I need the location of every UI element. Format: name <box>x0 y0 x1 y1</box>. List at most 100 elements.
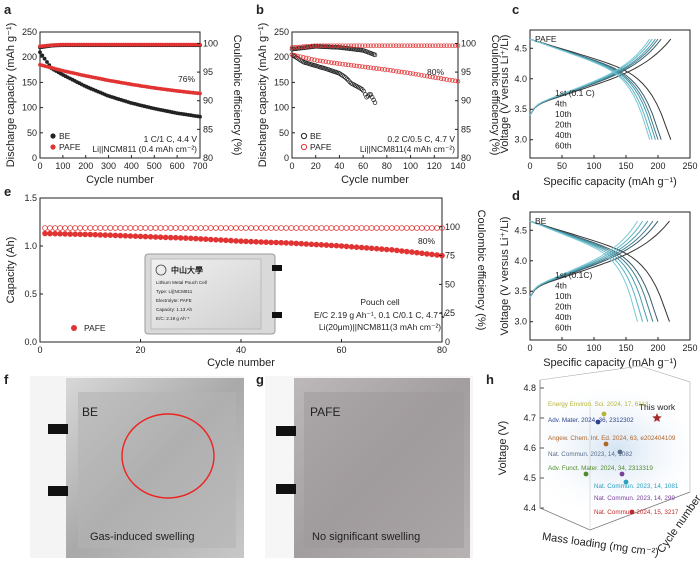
e-capacity-point <box>388 247 395 253</box>
e-ce-point <box>363 225 370 231</box>
b-be-ce-point <box>324 44 330 50</box>
b-pafe-ce-point <box>348 43 354 48</box>
panel-g-tab-top <box>276 426 296 436</box>
b-pafe-ce-point <box>343 43 348 48</box>
e-ce-point <box>403 225 410 231</box>
e-capacity-point <box>378 246 385 252</box>
e-capacity-point <box>82 231 88 238</box>
e-capacity-point <box>429 251 435 258</box>
e-ce-point <box>157 225 164 231</box>
panel-c-ylabel: Voltage (V versus Li⁺/Li) <box>499 35 511 154</box>
panel-e: e 0 20 40 60 80 0.0 0.5 1.0 1.5 0 25 50 75 100 Cycl… <box>4 184 487 369</box>
b-pafe-ce-point <box>388 43 393 48</box>
b-right-ytick-label: 95 <box>461 67 471 77</box>
d-ytick-label: 3.0 <box>514 317 527 327</box>
b-pafe-capacity-point <box>441 76 447 82</box>
e-left-ytick-label: 1.0 <box>24 241 37 251</box>
panel-a-legend-pafe-marker <box>50 144 56 150</box>
panel-c-tag: PAFE <box>535 34 557 44</box>
d-xtick-label: 150 <box>618 343 633 353</box>
panel-c-frame <box>529 29 691 159</box>
panel-b-legend-pafe: PAFE <box>310 142 332 152</box>
d-discharge-curve <box>529 220 670 322</box>
e-capacity-point <box>343 243 350 250</box>
b-left-ytick-label: 250 <box>274 27 289 37</box>
panel-e-yticks-left: 0.0 0.5 1.0 1.5 <box>24 193 43 347</box>
b-pafe-ce-point <box>326 43 331 48</box>
b-pafe-capacity-point <box>309 57 314 62</box>
b-pafe-ce-point <box>334 43 340 48</box>
h-ytick-label: 4.5 <box>523 473 536 483</box>
panel-h-axes-back <box>539 365 691 492</box>
panel-b-plot <box>289 43 461 105</box>
h-ref-point <box>617 449 623 455</box>
c-charge-curve <box>529 38 656 116</box>
b-pafe-capacity-point <box>340 61 345 67</box>
e-ce-point <box>218 225 224 231</box>
d-charge-curve <box>529 220 670 298</box>
b-pafe-capacity-point <box>455 79 461 84</box>
b-pafe-capacity-point <box>337 61 343 67</box>
b-pafe-ce-point <box>399 43 404 48</box>
b-pafe-ce-point <box>416 43 421 48</box>
e-left-ytick-label: 0.5 <box>24 289 37 299</box>
panel-e-yticks-right: 0 25 50 75 100 <box>439 222 460 347</box>
a-right-ytick-label: 95 <box>203 67 213 77</box>
e-capacity-point <box>203 236 209 243</box>
b-pafe-capacity-point <box>421 73 427 78</box>
b-be-ce-point <box>358 47 364 53</box>
c-charge-curve <box>529 38 672 116</box>
e-capacity-point <box>137 233 144 240</box>
d-legend-label: 4th <box>555 281 567 291</box>
e-capacity-point <box>198 236 204 242</box>
b-be-ce-point <box>327 44 333 50</box>
h-ref-point <box>623 479 629 485</box>
h-this-work-star <box>652 413 662 422</box>
e-capacity-point <box>67 231 73 237</box>
b-pafe-capacity-point <box>343 62 348 67</box>
panel-e-cell-title: Pouch cell <box>360 297 399 307</box>
e-capacity-point <box>162 234 169 241</box>
b-be-capacity-point <box>343 75 348 80</box>
b-pafe-ce-point <box>402 43 407 48</box>
e-capacity-point <box>62 231 68 237</box>
e-capacity-point <box>303 241 310 247</box>
e-ce-point <box>288 225 295 231</box>
e-ce-point <box>177 225 184 231</box>
panel-a-plot <box>38 42 202 119</box>
e-capacity-point <box>72 231 78 238</box>
e-capacity-point <box>268 239 274 246</box>
b-pafe-capacity-point <box>326 59 331 65</box>
panel-e-retention: 80% <box>418 236 435 246</box>
b-pafe-capacity-point <box>430 74 435 80</box>
e-ce-point <box>298 225 305 231</box>
e-capacity-point <box>263 239 269 246</box>
panel-e-ylabel-right: Coulombic efficiency (%) <box>475 210 487 331</box>
e-capacity-point <box>313 241 320 248</box>
panel-a-xticks: 0 100 200 300 400 500 600 700 <box>37 155 208 171</box>
panel-h-xlabel: Mass loading (mg cm⁻²) <box>541 531 659 559</box>
b-be-capacity-point <box>369 94 375 100</box>
b-pafe-capacity-point <box>303 55 309 61</box>
b-pafe-ce-point <box>331 43 337 48</box>
e-capacity-point <box>213 237 219 243</box>
b-pafe-ce-point <box>430 43 435 48</box>
e-capacity-point <box>283 240 290 246</box>
e-xtick-label: 80 <box>437 345 447 355</box>
b-pafe-ce-point <box>450 43 455 48</box>
b-pafe-ce-point <box>351 43 357 48</box>
a-right-ytick-label: 100 <box>203 38 218 48</box>
b-pafe-capacity-point <box>354 63 359 69</box>
e-ce-point <box>147 225 154 231</box>
panel-b-legend-be-marker <box>300 132 308 140</box>
c-discharge-curve <box>529 38 651 140</box>
panel-f-swelling-circle <box>121 413 215 499</box>
panel-g-cell-core <box>304 392 464 548</box>
panel-d: d 0 50 100 150 200 250 3.0 3.5 4.0 4.5 1st (0.1C… <box>499 188 698 369</box>
panel-f-tab-top <box>48 424 68 434</box>
c-xtick-label: 150 <box>618 161 633 171</box>
b-be-ce-point <box>296 46 302 51</box>
panel-d-xticks: 0 50 100 150 200 250 <box>527 337 698 353</box>
b-right-ytick-label: 80 <box>461 153 471 163</box>
